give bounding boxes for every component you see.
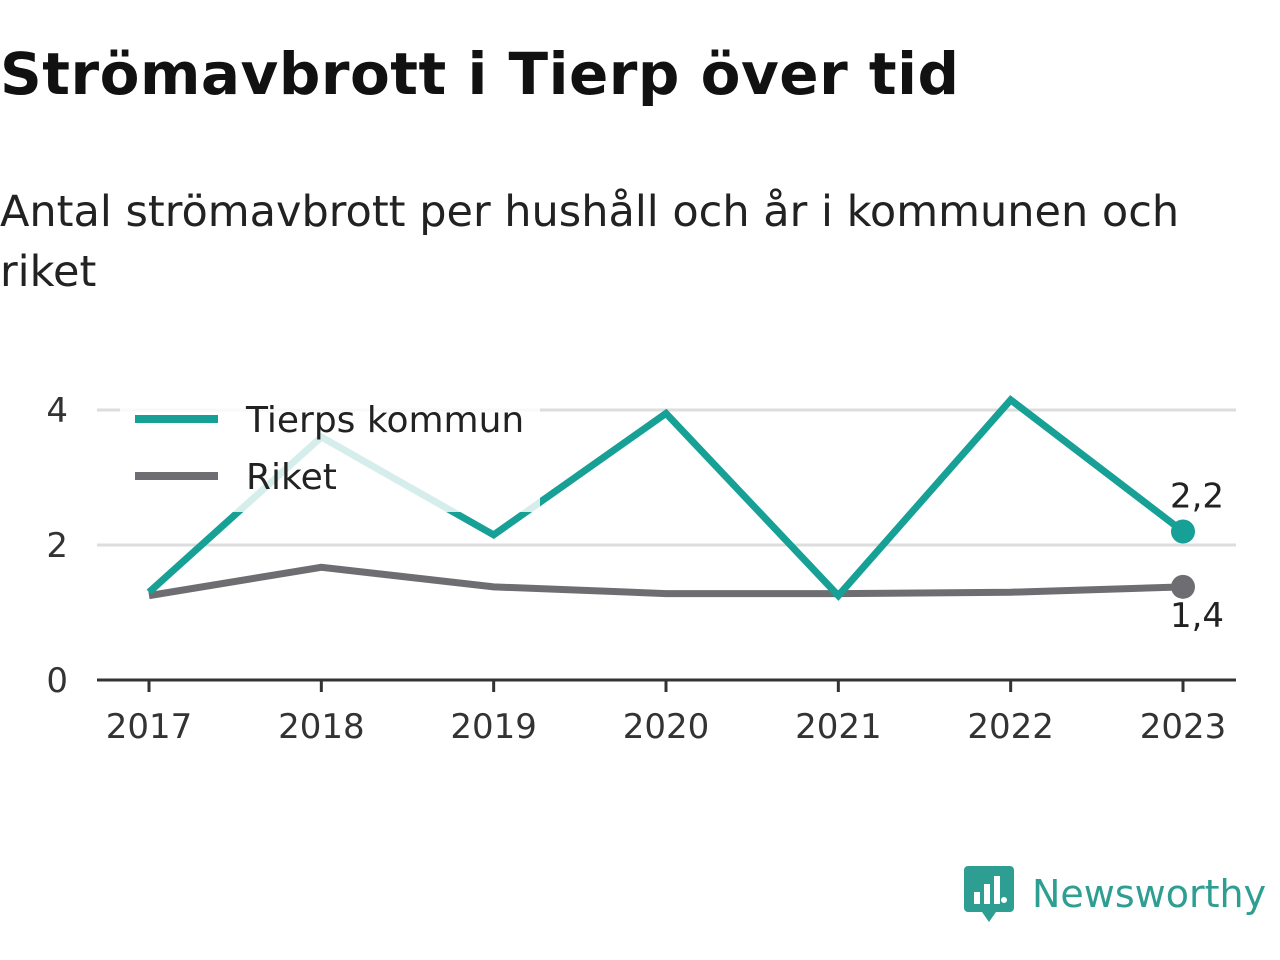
- x-tick-label: 2017: [106, 707, 193, 747]
- y-tick-label: 0: [46, 661, 68, 701]
- x-tick-label: 2020: [623, 707, 710, 747]
- y-tick-label: 2: [46, 526, 68, 566]
- legend-background: [120, 392, 540, 512]
- x-tick-label: 2023: [1140, 707, 1227, 747]
- newsworthy-logo-icon: [964, 866, 1014, 922]
- chart-subtitle: Antal strömavbrott per hushåll och år i …: [0, 187, 1180, 297]
- x-tick-label: 2022: [967, 707, 1054, 747]
- brand: Newsworthy: [962, 862, 1278, 926]
- y-tick-label: 4: [46, 391, 68, 431]
- legend-label: Tierps kommun: [245, 400, 524, 441]
- series-line: [148, 563, 1184, 600]
- legend-label: Riket: [246, 457, 337, 498]
- brand-name: Newsworthy: [1032, 872, 1267, 916]
- chart-title: Strömavbrott i Tierp över tid: [0, 40, 960, 108]
- x-tick-label: 2018: [278, 707, 365, 747]
- end-point-marker: [1171, 574, 1195, 599]
- data-label: 2,2: [1170, 477, 1224, 517]
- data-label: 1,4: [1170, 596, 1224, 636]
- x-tick-label: 2019: [450, 707, 537, 747]
- x-tick-label: 2021: [795, 707, 882, 747]
- end-point-marker: [1171, 519, 1195, 544]
